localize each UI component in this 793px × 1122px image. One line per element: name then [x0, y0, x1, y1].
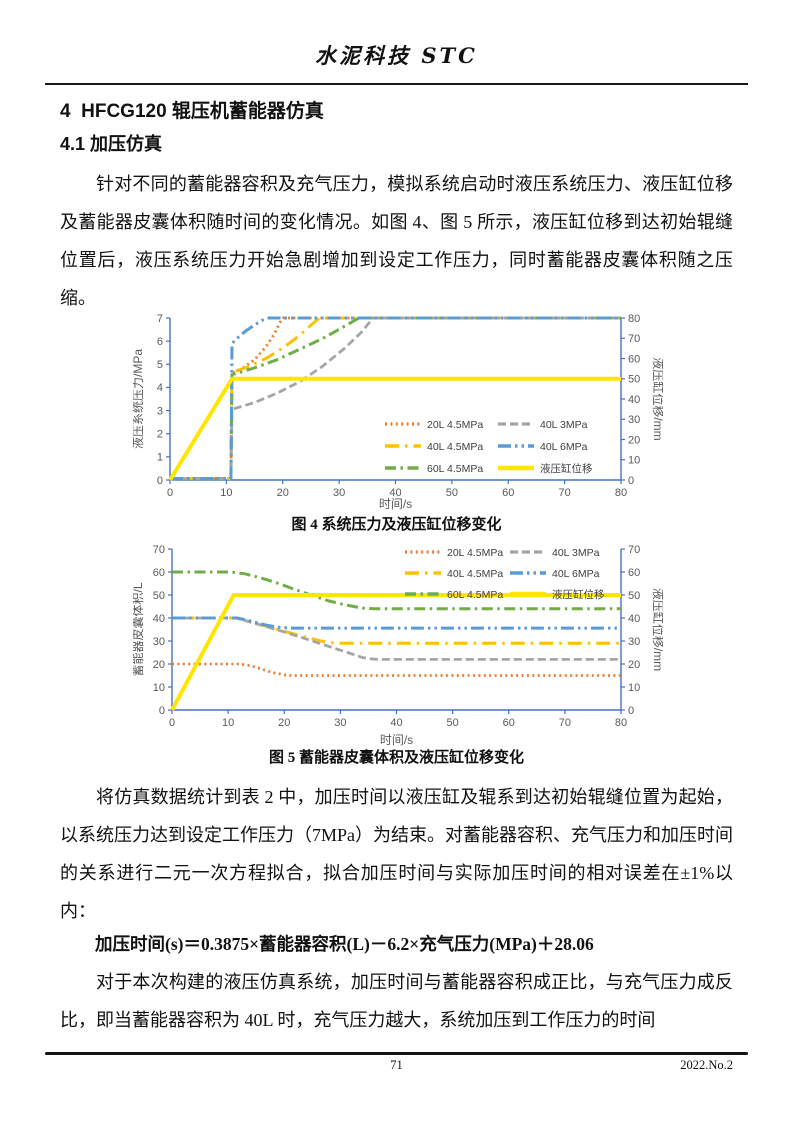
- y-right-tick-label: 70: [628, 333, 640, 345]
- x-tick-label: 30: [334, 717, 346, 729]
- y-left-tick-label: 20: [153, 659, 165, 671]
- y-left-tick-label: 1: [157, 452, 163, 464]
- x-tick-label: 80: [615, 717, 627, 729]
- legend-label-20L 4.5MPa: 20L 4.5MPa: [447, 547, 503, 559]
- x-tick-label: 20: [278, 717, 290, 729]
- legend-label-40L 4.5MPa: 40L 4.5MPa: [427, 441, 483, 453]
- y-left-tick-label: 5: [157, 359, 163, 371]
- subsection-heading: 4.1 加压仿真: [60, 134, 163, 154]
- legend-label-40L 3MPa: 40L 3MPa: [540, 419, 588, 431]
- x-axis-title: 时间/s: [380, 733, 413, 747]
- y-right-tick-label: 40: [628, 613, 640, 625]
- y-axis-right-title: 液压缸位移/mm: [651, 357, 663, 440]
- x-tick-label: 0: [167, 487, 173, 499]
- x-tick-label: 50: [447, 717, 459, 729]
- y-axis-left-title: 液压系统压力/MPa: [133, 349, 145, 449]
- y-left-tick-label: 3: [157, 405, 163, 417]
- series-line-液压缸位移: [168, 376, 621, 482]
- y-right-tick-label: 60: [628, 353, 640, 365]
- paragraph-conclusion: 对于本次构建的液压仿真系统，加压时间与蓄能器容积成正比，与充气压力成反比，即当蓄…: [60, 972, 733, 1030]
- series-line-40L 3MPa: [172, 616, 621, 661]
- footer-rule: [45, 1052, 748, 1055]
- y-left-tick-label: 70: [153, 544, 165, 556]
- legend-label-40L 6MPa: 40L 6MPa: [540, 441, 588, 453]
- x-tick-label: 70: [559, 487, 571, 499]
- y-right-tick-label: 0: [628, 475, 634, 487]
- y-left-tick-label: 6: [157, 336, 163, 348]
- legend-label-20L 4.5MPa: 20L 4.5MPa: [427, 419, 483, 431]
- legend-label-40L 6MPa: 40L 6MPa: [552, 568, 600, 580]
- fitting-equation: 加压时间(s)＝0.3875×蓄能器容积(L)－6.2×充气压力(MPa)＋28…: [95, 934, 594, 954]
- y-right-tick-label: 10: [628, 455, 640, 467]
- x-tick-label: 20: [277, 487, 289, 499]
- y-left-tick-label: 2: [157, 429, 163, 441]
- y-right-tick-label: 20: [628, 659, 640, 671]
- y-axis-right-title: 液压缸位移/mm: [651, 588, 663, 671]
- legend-label-60L 4.5MPa: 60L 4.5MPa: [427, 463, 483, 475]
- section-heading: 4 HFCG120 辊压机蓄能器仿真: [60, 101, 324, 122]
- y-right-tick-label: 80: [628, 313, 640, 325]
- y-right-tick-label: 50: [628, 590, 640, 602]
- y-right-tick-label: 70: [628, 544, 640, 556]
- y-right-tick-label: 60: [628, 567, 640, 579]
- y-left-tick-label: 30: [153, 636, 165, 648]
- x-tick-label: 70: [559, 717, 571, 729]
- y-right-tick-label: 10: [628, 682, 640, 694]
- series-line-20L 4.5MPa: [170, 316, 621, 480]
- y-left-tick-label: 60: [153, 567, 165, 579]
- x-tick-label: 80: [615, 487, 627, 499]
- x-tick-label: 50: [446, 487, 458, 499]
- x-tick-label: 10: [220, 487, 232, 499]
- y-right-tick-label: 0: [628, 705, 634, 717]
- legend-label-液压缸位移: 液压缸位移: [540, 462, 593, 475]
- x-axis-title: 时间/s: [379, 497, 412, 511]
- y-right-tick-label: 40: [628, 394, 640, 406]
- series-line-40L 4.5MPa: [170, 316, 621, 481]
- series-line-40L 4.5MPa: [172, 616, 621, 645]
- x-tick-label: 40: [389, 487, 401, 499]
- series-line-液压缸位移: [170, 593, 621, 711]
- series-line-40L 3MPa: [170, 316, 621, 480]
- y-right-tick-label: 50: [628, 374, 640, 386]
- y-left-tick-label: 7: [157, 313, 163, 325]
- legend-label-40L 4.5MPa: 40L 4.5MPa: [447, 568, 503, 580]
- figure5-caption: 图 5 蓄能器皮囊体积及液压缸位移变化: [268, 750, 524, 766]
- figure4-caption: 图 4 系统压力及液压缸位移变化: [291, 517, 502, 533]
- y-left-tick-label: 10: [153, 682, 165, 694]
- legend-label-液压缸位移: 液压缸位移: [552, 588, 605, 601]
- x-tick-label: 30: [333, 487, 345, 499]
- y-left-tick-label: 50: [153, 590, 165, 602]
- paragraph-fitting: 将仿真数据统计到表 2 中，加压时间以液压缸及辊系到达初始辊缝位置为起始，以系统…: [60, 787, 734, 921]
- paragraph-intro: 针对不同的蓄能器容积及充气压力，模拟系统启动时液压系统压力、液压缸位移及蓄能器皮…: [60, 174, 733, 308]
- legend-label-60L 4.5MPa: 60L 4.5MPa: [447, 589, 503, 601]
- header-rule: [45, 83, 748, 85]
- series-line-40L 6MPa: [170, 316, 621, 481]
- y-right-tick-label: 30: [628, 414, 640, 426]
- figure5-line-chart: 0 10 20 30 40 50 60 70 0 10 20 30 40 50 60 70 0 10 20 30 40 5…: [133, 544, 663, 747]
- y-right-tick-label: 20: [628, 434, 640, 446]
- series-line-60L 4.5MPa: [172, 570, 621, 611]
- y-left-tick-label: 0: [157, 475, 163, 487]
- y-right-tick-label: 30: [628, 636, 640, 648]
- x-tick-label: 10: [222, 717, 234, 729]
- x-tick-label: 60: [503, 717, 515, 729]
- y-axis-left-title: 蓄能器皮囊体积/L: [133, 582, 145, 676]
- series-line-40L 6MPa: [172, 616, 621, 630]
- x-tick-label: 0: [169, 717, 175, 729]
- legend-label-40L 3MPa: 40L 3MPa: [552, 547, 600, 559]
- x-tick-label: 60: [502, 487, 514, 499]
- y-left-tick-label: 0: [159, 705, 165, 717]
- y-left-tick-label: 4: [157, 382, 163, 394]
- y-left-tick-label: 40: [153, 613, 165, 625]
- journal-header-title: 水泥科技 STC: [315, 43, 478, 68]
- footer-issue: 2022.No.2: [680, 1058, 733, 1072]
- x-tick-label: 40: [390, 717, 402, 729]
- footer-page-number: 71: [390, 1058, 403, 1072]
- series-line-20L 4.5MPa: [172, 662, 621, 677]
- series-line-60L 4.5MPa: [170, 316, 621, 481]
